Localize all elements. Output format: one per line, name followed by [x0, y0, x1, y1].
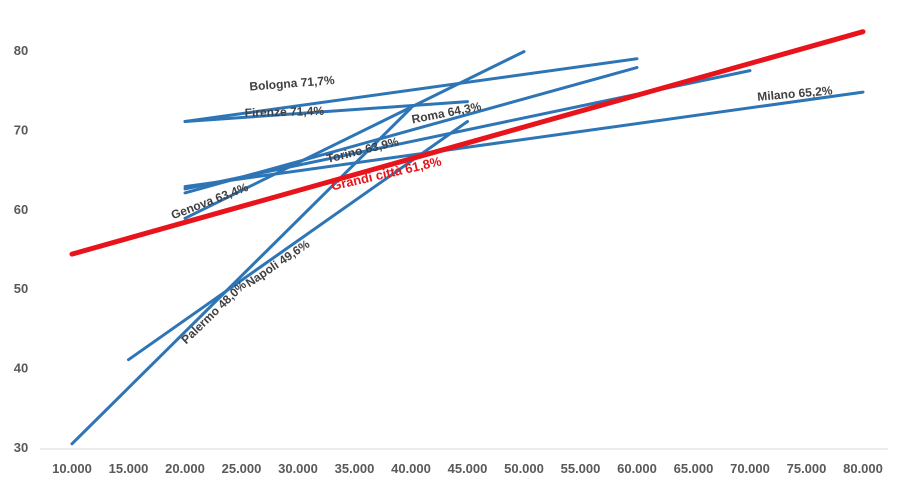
series-label: Milano 65,2%: [757, 83, 834, 104]
series-lines: [69, 29, 866, 446]
series-line: [183, 57, 639, 123]
y-tick-label: 40: [14, 361, 28, 376]
x-tick-label: 80.000: [843, 461, 883, 476]
x-tick-label: 55.000: [561, 461, 601, 476]
x-tick-label: 15.000: [109, 461, 149, 476]
x-tick-label: 75.000: [787, 461, 827, 476]
y-tick-label: 70: [14, 122, 28, 137]
x-tick-label: 25.000: [222, 461, 262, 476]
series-label: Firenze 71,4%: [244, 104, 324, 120]
series-labels: Bologna 71,7%Firenze 71,4% Roma 64,3%Tori…: [169, 73, 833, 347]
x-tick-label: 45.000: [448, 461, 488, 476]
series-line: [183, 90, 865, 189]
x-tick-label: 65.000: [674, 461, 714, 476]
series-label: Bologna 71,7%: [249, 73, 336, 94]
series-line: [183, 100, 469, 123]
series-line: [183, 50, 526, 220]
y-tick-label: 50: [14, 281, 28, 296]
x-tick-label: 30.000: [278, 461, 318, 476]
x-tick-label: 20.000: [165, 461, 205, 476]
x-tick-label: 35.000: [335, 461, 375, 476]
series-line-highlight: [69, 29, 866, 257]
y-tick-label: 30: [14, 440, 28, 455]
x-tick-label: 70.000: [730, 461, 770, 476]
x-tick-label: 40.000: [391, 461, 431, 476]
series-label: Palermo 48,0%: [179, 278, 250, 347]
y-tick-label: 80: [14, 43, 28, 58]
series-line: [70, 106, 413, 446]
x-tick-label: 60.000: [617, 461, 657, 476]
x-tick-label: 10.000: [52, 461, 92, 476]
y-tick-label: 60: [14, 202, 28, 217]
x-axis-labels: 10.000 15.000 20.000 25.000 30.000 35.000 40.0…: [52, 461, 883, 476]
y-axis-labels: 30 40 50 60 70 80: [14, 43, 28, 455]
x-tick-label: 50.000: [504, 461, 544, 476]
